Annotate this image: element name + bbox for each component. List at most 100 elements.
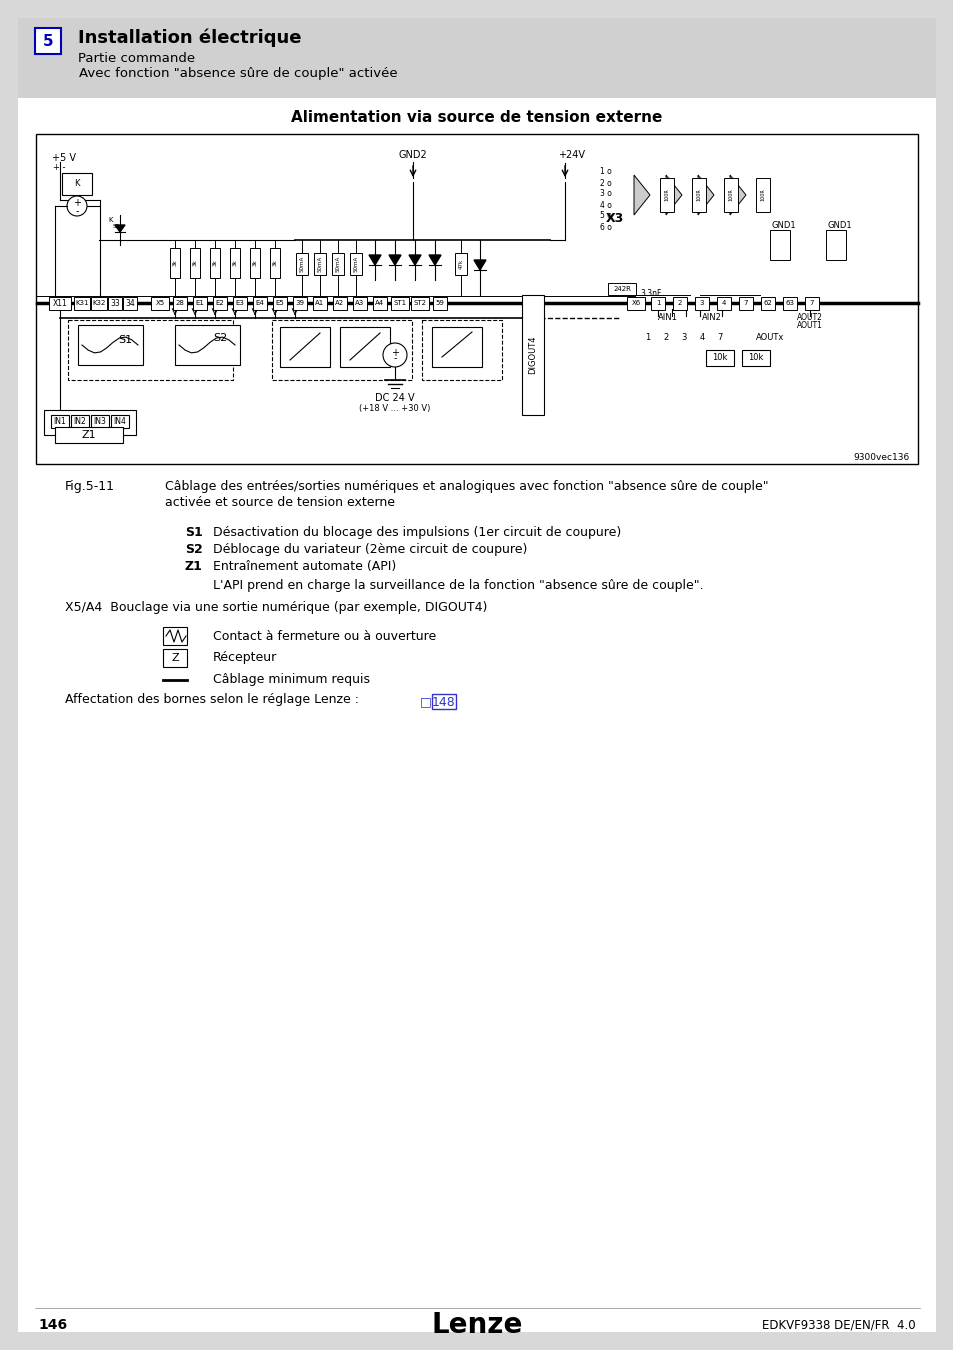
Bar [755, 178, 769, 212]
Bar [163, 626, 187, 645]
Text: S1: S1 [118, 335, 132, 346]
Text: 59: 59 [436, 300, 444, 306]
Bar [739, 297, 752, 309]
Text: 1 o: 1 o [599, 167, 611, 177]
Bar [650, 297, 664, 309]
Text: 10k: 10k [712, 354, 727, 363]
Bar [51, 414, 69, 428]
Bar [71, 414, 89, 428]
Bar [626, 297, 644, 309]
Text: + -: + - [53, 163, 66, 173]
Bar [607, 284, 636, 296]
Text: S2: S2 [213, 333, 227, 343]
Text: Câblage des entrées/sorties numériques et analogiques avec fonction "absence sûr: Câblage des entrées/sorties numériques e… [165, 481, 768, 493]
Text: activée et source de tension externe: activée et source de tension externe [165, 495, 395, 509]
Bar [339, 327, 390, 367]
Bar [190, 248, 200, 278]
Polygon shape [409, 255, 420, 265]
Polygon shape [115, 225, 125, 232]
Text: +5 V: +5 V [52, 153, 76, 163]
Text: Installation électrique: Installation électrique [78, 28, 301, 47]
Text: 148: 148 [432, 695, 456, 709]
Bar [108, 297, 122, 309]
Text: 5: 5 [43, 34, 53, 49]
Text: 47k: 47k [458, 259, 463, 269]
Polygon shape [369, 255, 380, 265]
Bar [35, 28, 61, 54]
Text: 7: 7 [743, 300, 747, 306]
Bar [253, 297, 267, 309]
Text: Fig.5-11: Fig.5-11 [65, 481, 115, 493]
Text: S1: S1 [185, 526, 203, 539]
Text: AOUT1: AOUT1 [796, 320, 822, 329]
Bar [74, 297, 90, 309]
Bar [433, 297, 447, 309]
Bar [174, 325, 240, 364]
Bar [313, 297, 327, 309]
Bar [760, 297, 774, 309]
Text: 50mA: 50mA [317, 256, 322, 273]
Text: X3: X3 [605, 212, 623, 224]
Text: 2: 2 [677, 300, 681, 306]
Bar [55, 427, 123, 443]
Bar [521, 296, 543, 414]
Text: +: + [391, 348, 398, 358]
Text: 2 o: 2 o [599, 178, 611, 188]
Bar [68, 320, 233, 379]
Text: X6: X6 [631, 300, 640, 306]
Bar [391, 297, 409, 309]
Bar [293, 297, 307, 309]
Polygon shape [474, 261, 485, 270]
Text: 50mA: 50mA [299, 256, 304, 273]
Text: AOUT2: AOUT2 [796, 313, 822, 323]
Bar [295, 252, 308, 275]
Text: K: K [108, 217, 112, 223]
Bar [123, 297, 137, 309]
Bar [373, 297, 387, 309]
Text: X11: X11 [52, 298, 68, 308]
Text: X5/A4  Bouclage via une sortie numérique (par exemple, DIGOUT4): X5/A4 Bouclage via une sortie numérique … [65, 601, 487, 614]
Bar [672, 297, 686, 309]
Text: 3k: 3k [213, 259, 217, 266]
Bar [163, 649, 187, 667]
Text: 3: 3 [699, 300, 703, 306]
Text: 3: 3 [680, 333, 686, 343]
Text: Contact à fermeture ou à ouverture: Contact à fermeture ou à ouverture [213, 629, 436, 643]
Text: 3.3nF: 3.3nF [639, 289, 660, 298]
Bar [705, 350, 733, 366]
Text: □: □ [419, 695, 432, 709]
Bar [332, 252, 344, 275]
Text: X5: X5 [155, 300, 164, 306]
Text: (+18 V ... +30 V): (+18 V ... +30 V) [359, 404, 430, 413]
Text: GND2: GND2 [398, 150, 427, 161]
Text: A3: A3 [355, 300, 364, 306]
Text: 6 o: 6 o [599, 223, 611, 231]
Bar [111, 414, 129, 428]
Text: 9300vec136: 9300vec136 [853, 454, 909, 463]
Text: Z1: Z1 [82, 431, 96, 440]
Text: IN2: IN2 [73, 417, 87, 427]
Text: A4: A4 [375, 300, 384, 306]
Text: -: - [393, 352, 396, 363]
Text: 7: 7 [717, 333, 722, 343]
Bar [717, 297, 730, 309]
Text: GND1: GND1 [771, 220, 796, 230]
Text: 146: 146 [38, 1318, 67, 1332]
Text: Entraînement automate (API): Entraînement automate (API) [213, 560, 395, 572]
Text: 3k: 3k [253, 259, 257, 266]
Text: Récepteur: Récepteur [213, 652, 277, 664]
Text: 10k: 10k [747, 354, 763, 363]
Bar [210, 248, 220, 278]
Text: 3k: 3k [193, 259, 197, 266]
Polygon shape [389, 255, 400, 265]
Bar [280, 327, 330, 367]
Bar [91, 414, 109, 428]
Text: 100R: 100R [760, 189, 764, 201]
Bar [350, 252, 361, 275]
Bar [314, 252, 326, 275]
Bar [193, 297, 207, 309]
Text: 4: 4 [699, 333, 704, 343]
Text: 1: 1 [644, 333, 650, 343]
Bar [691, 178, 705, 212]
Bar [723, 178, 738, 212]
